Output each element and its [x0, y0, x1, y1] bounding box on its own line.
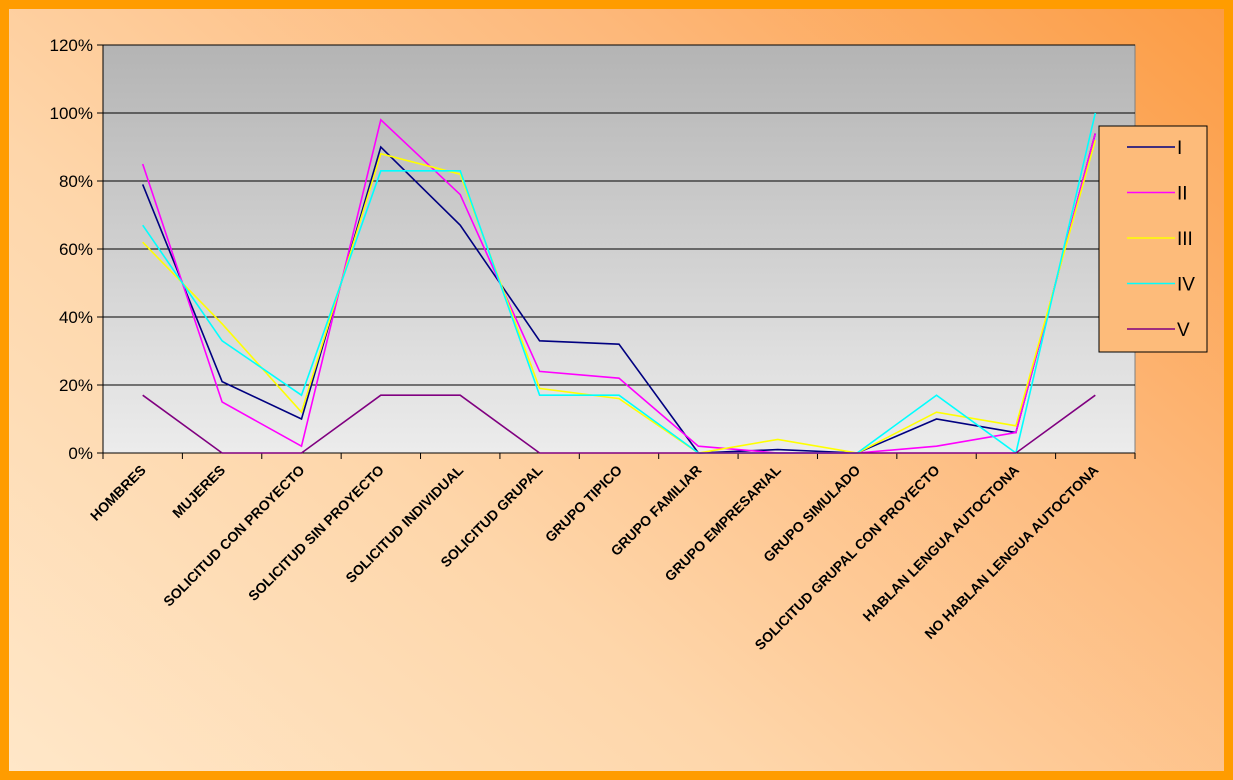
series-line-V	[142, 394, 1096, 454]
legend-label: III	[1177, 229, 1193, 250]
y-tick-label: 120%	[50, 36, 93, 55]
x-tick-label: HOMBRES	[87, 462, 149, 524]
gridlines	[103, 44, 1135, 386]
legend-label: II	[1177, 184, 1188, 205]
x-tick-label: NO HABLAN LENGUA AUTOCTONA	[921, 462, 1101, 642]
legend-label: I	[1177, 138, 1182, 159]
x-tick-label: SOLICITUD SIN PROYECTO	[245, 462, 387, 604]
y-tick-label: 20%	[59, 376, 93, 395]
series-line-IV	[142, 112, 1097, 455]
y-tick-label: 100%	[50, 104, 93, 123]
series-line-III	[142, 139, 1097, 454]
y-tick-label: 80%	[59, 172, 93, 191]
y-tick-label: 0%	[68, 444, 93, 463]
legend-label: IV	[1177, 275, 1195, 296]
line-chart: 0%20%40%60%80%100%120%HOMBRES MUJERESSOLI…	[50, 36, 1208, 653]
series-lines	[141, 112, 1097, 455]
y-tick-label: 40%	[59, 308, 93, 327]
x-tick-label: SOLICITUD CON PROYECTO	[160, 462, 308, 610]
legend-label: V	[1177, 320, 1190, 341]
series-line-II	[141, 118, 1097, 454]
y-tick-label: 60%	[59, 240, 93, 259]
x-tick-label: MUJERES	[169, 462, 228, 521]
x-tick-label: HABLAN LENGUA AUTOCTONA	[859, 462, 1022, 625]
legend-box	[1098, 125, 1208, 353]
x-tick-label: GRUPO TIPICO	[542, 462, 625, 545]
series-line-I	[141, 133, 1097, 454]
